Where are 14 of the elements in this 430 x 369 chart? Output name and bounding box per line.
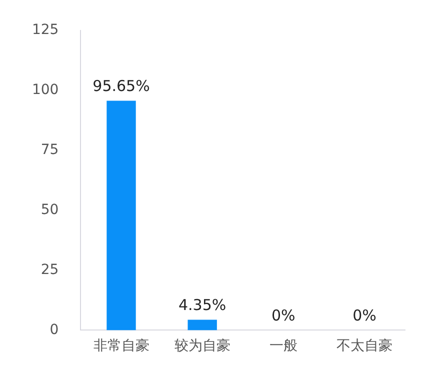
y-tick-label: 100 [32, 82, 59, 98]
y-tick-label: 0 [50, 322, 59, 338]
y-tick-label: 50 [40, 202, 59, 218]
y-tick-label: 75 [40, 142, 59, 158]
x-tick-label: 不太自豪 [336, 338, 392, 354]
y-tick-label: 25 [40, 262, 59, 278]
x-tick-label: 一般 [269, 338, 298, 354]
y-tick-label: 125 [32, 22, 59, 38]
x-tick-label: 较为自豪 [174, 338, 230, 354]
x-tick-label: 非常自豪 [93, 338, 150, 354]
data-label: 0% [271, 306, 296, 325]
data-label: 95.65% [92, 77, 150, 96]
data-label: 4.35% [178, 296, 226, 314]
data-label: 0% [352, 306, 376, 325]
